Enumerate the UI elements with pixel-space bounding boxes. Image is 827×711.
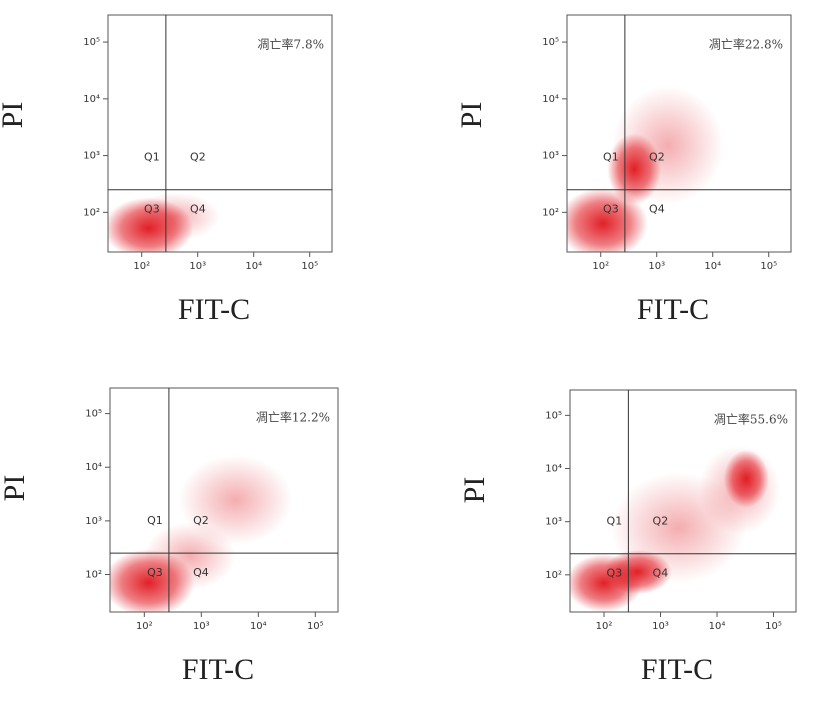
x-tick-label: 10³ <box>189 261 206 272</box>
quadrant-label: Q4 <box>653 567 669 580</box>
quadrant-label: Q4 <box>190 203 206 216</box>
density-cloud <box>570 445 781 612</box>
x-tick-label: 10⁴ <box>250 621 267 632</box>
annotation: 凋亡率55.6% <box>714 412 788 427</box>
panel: 10² 10³ 10⁴ 10⁵ 10² 10³ 10⁴ 10⁵ Q1 Q2 Q3 Q4 凋亡率7.8% F… <box>0 14 333 326</box>
y-axis-label: PI <box>458 477 491 504</box>
quadrant-label: Q1 <box>607 515 623 528</box>
quadrant-label: Q2 <box>649 151 665 164</box>
x-axis-label: FIT-C <box>182 653 254 686</box>
x-tick-label: 10² <box>136 621 153 632</box>
y-tick-label: 10⁴ <box>542 94 559 105</box>
y-tick-label: 10² <box>83 207 100 218</box>
x-tick-label: 10² <box>592 261 609 272</box>
y-axis-label: PI <box>0 102 29 129</box>
y-axis-label: PI <box>455 102 488 129</box>
y-tick-label: 10⁵ <box>85 409 102 420</box>
cloud <box>130 192 220 241</box>
quadrant-label: Q3 <box>607 567 623 580</box>
panel: 10² 10³ 10⁴ 10⁵ 10² 10³ 10⁴ 10⁵ Q1 Q2 Q3 Q4 凋亡率22.8%… <box>455 14 792 326</box>
quadrant-label: Q2 <box>653 515 669 528</box>
y-tick-label: 10³ <box>83 151 100 162</box>
y-tick-label: 10⁵ <box>545 410 562 421</box>
x-tick-label: 10⁴ <box>704 261 721 272</box>
cloud <box>698 445 781 535</box>
density-cloud <box>110 455 293 612</box>
x-tick-label: 10⁴ <box>245 261 262 272</box>
quadrant-label: Q4 <box>649 203 665 216</box>
x-tick-label: 10³ <box>193 621 210 632</box>
plot-frame <box>109 387 339 613</box>
x-tick-label: 10³ <box>652 621 669 632</box>
cloud <box>178 455 293 545</box>
quadrant-label: Q3 <box>144 203 160 216</box>
x-axis-label: FIT-C <box>641 653 713 686</box>
quadrant-label: Q1 <box>147 514 163 527</box>
quadrant-label: Q2 <box>193 514 209 527</box>
x-tick-label: 10⁵ <box>760 261 777 272</box>
y-tick-label: 10³ <box>542 151 559 162</box>
plot-frame <box>107 14 333 253</box>
y-tick-label: 10⁴ <box>85 462 102 473</box>
annotation: 凋亡率12.2% <box>256 410 330 425</box>
x-axis-label: FIT-C <box>178 293 250 326</box>
panel: 10² 10³ 10⁴ 10⁵ 10² 10³ 10⁴ 10⁵ Q1 Q2 Q3 Q4 凋亡率55.6%… <box>458 389 797 686</box>
y-tick-label: 10³ <box>545 517 562 528</box>
x-axis-label: FIT-C <box>637 293 709 326</box>
quadrant-label: Q3 <box>147 566 163 579</box>
quadrant-label: Q4 <box>193 566 209 579</box>
quadrant-label: Q1 <box>144 151 160 164</box>
y-tick-label: 10⁵ <box>83 37 100 48</box>
cloud <box>567 188 648 252</box>
y-tick-label: 10⁴ <box>83 94 100 105</box>
density-cloud <box>567 86 724 252</box>
density-cloud <box>108 192 220 252</box>
x-tick-label: 10⁵ <box>307 621 324 632</box>
annotation: 凋亡率7.8% <box>258 37 325 52</box>
panel: 10² 10³ 10⁴ 10⁵ 10² 10³ 10⁴ 10⁵ Q1 Q2 Q3 Q4 凋亡率12.2%… <box>0 387 339 686</box>
quadrant-label: Q3 <box>603 203 619 216</box>
y-tick-label: 10² <box>542 207 559 218</box>
quadrant-label: Q2 <box>190 151 206 164</box>
plot-frame <box>569 389 797 613</box>
y-tick-label: 10⁵ <box>542 37 559 48</box>
plot-frame <box>566 14 792 253</box>
x-tick-label: 10⁵ <box>765 621 782 632</box>
y-tick-label: 10⁴ <box>545 464 562 475</box>
annotation: 凋亡率22.8% <box>709 37 783 52</box>
x-tick-label: 10³ <box>648 261 665 272</box>
x-tick-label: 10⁴ <box>709 621 726 632</box>
x-tick-label: 10² <box>596 621 613 632</box>
y-tick-label: 10³ <box>85 516 102 527</box>
cloud <box>611 86 724 205</box>
y-tick-label: 10² <box>85 570 102 581</box>
quadrant-label: Q1 <box>603 151 619 164</box>
x-tick-label: 10⁵ <box>301 261 318 272</box>
y-tick-label: 10² <box>545 570 562 581</box>
x-tick-label: 10² <box>133 261 150 272</box>
y-axis-label: PI <box>0 475 31 502</box>
